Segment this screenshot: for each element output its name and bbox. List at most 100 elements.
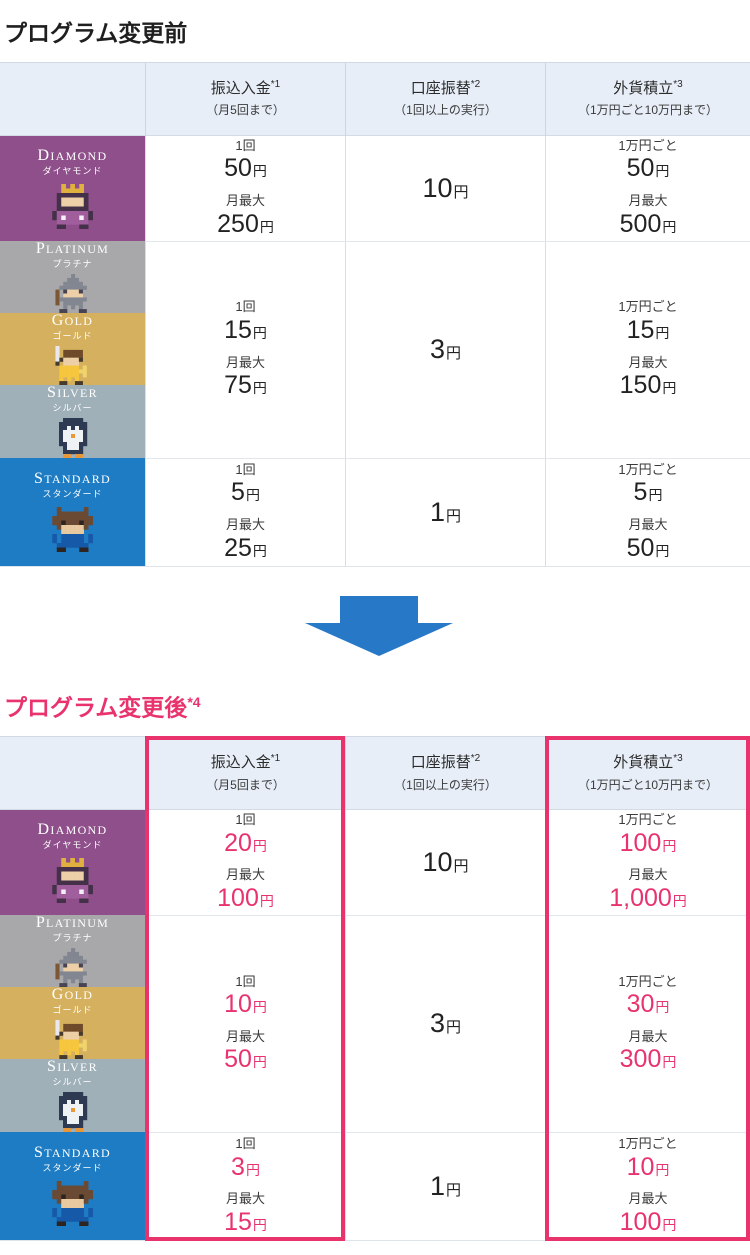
standard-bear-character-icon	[52, 507, 93, 553]
after-standard-debit-cell: 1円	[345, 1131, 545, 1240]
value: 1円	[429, 496, 462, 527]
after-middle-fx-cell: 1万円ごと 30円 月最大 300円	[545, 914, 750, 1132]
header-fx-sub: （1万円ごと10万円まで）	[577, 777, 719, 792]
tier-standard-name-ja: スタンダード	[42, 489, 103, 500]
diamond-king-character-icon	[52, 857, 93, 903]
after-middle-deposit-cell: 1回 10円 月最大 50円	[145, 914, 345, 1132]
value: 500円	[619, 209, 677, 238]
tier-diamond-name-ja: ダイヤモンド	[42, 839, 103, 850]
program-change-infographic: プログラム変更前 振込入金*1 （月5回まで） 口座振替*2 （1回以上の実行）…	[0, 20, 750, 1241]
value: 250円	[217, 209, 274, 238]
tier-diamond-name-ja: ダイヤモンド	[42, 165, 103, 176]
platinum-wizard-character-icon	[54, 947, 87, 987]
tier-diamond-badge: DIAMOND ダイヤモンド	[0, 809, 145, 915]
tier-platinum-name-ja: プラチナ	[52, 258, 93, 269]
diamond-king-character-icon	[52, 183, 93, 229]
value: 150円	[619, 371, 677, 400]
tier-silver-name-ja: シルバー	[52, 1076, 93, 1087]
header-corner-cell	[0, 62, 145, 136]
tier-platinum-name: PLATINUM	[35, 239, 110, 257]
col-header-title: 外貨積立*3	[613, 79, 682, 99]
tier-standard-badge: STANDARD スタンダード	[0, 457, 145, 566]
header-fx-title: 外貨積立	[613, 79, 674, 97]
value: 10円	[626, 1152, 670, 1181]
value: 10円	[422, 172, 469, 203]
before-diamond-debit-cell: 10円	[345, 135, 545, 241]
down-arrow-icon	[305, 595, 453, 656]
before-standard-deposit-cell: 1回 5円 月最大 25円	[145, 457, 345, 566]
tier-silver-badge: SILVER シルバー	[0, 1058, 145, 1132]
tier-standard-badge: STANDARD スタンダード	[0, 1131, 145, 1240]
silver-penguin-character-icon	[58, 417, 87, 458]
header-debit-sub: （1回以上の実行）	[394, 103, 497, 118]
value: 50円	[626, 533, 670, 562]
col-header-title: 口座振替*2	[411, 79, 480, 99]
tier-platinum-name-ja: プラチナ	[52, 932, 93, 943]
header-debit-note: *2	[470, 752, 481, 764]
after-standard-fx-cell: 1万円ごと 10円 月最大 100円	[545, 1131, 750, 1240]
value: 3円	[429, 334, 462, 365]
header-fx-sub: （1万円ごと10万円まで）	[577, 103, 719, 118]
value: 3円	[231, 1152, 260, 1181]
col-header-transfer-deposit: 振込入金*1 （月5回まで）	[145, 736, 345, 810]
after-section-title: プログラム変更後*4	[4, 694, 750, 722]
after-middle-debit-cell: 3円	[345, 914, 545, 1132]
gold-warrior-character-icon	[54, 345, 87, 385]
after-table: 振込入金*1 （月5回まで） 口座振替*2 （1回以上の実行） 外貨積立*3 （…	[0, 735, 750, 1241]
before-table: 振込入金*1 （月5回まで） 口座振替*2 （1回以上の実行） 外貨積立*3 （…	[0, 61, 750, 567]
value: 100円	[619, 1207, 677, 1236]
before-diamond-fx-cell: 1万円ごと 50円 月最大 500円	[545, 135, 750, 241]
col-header-fx-savings: 外貨積立*3 （1万円ごと10万円まで）	[545, 62, 750, 136]
header-fx-title: 外貨積立	[613, 753, 674, 771]
before-middle-deposit-cell: 1回 15円 月最大 75円	[145, 240, 345, 458]
value: 25円	[224, 533, 267, 562]
header-deposit-title: 振込入金	[210, 79, 271, 97]
value: 5円	[633, 478, 663, 507]
value: 15円	[626, 315, 670, 344]
value: 1円	[429, 1170, 462, 1201]
after-standard-deposit-cell: 1回 3円 月最大 15円	[145, 1131, 345, 1240]
after-diamond-fx-cell: 1万円ごと 100円 月最大 1,000円	[545, 809, 750, 915]
tier-silver-name-ja: シルバー	[52, 402, 93, 413]
col-header-transfer-deposit: 振込入金*1 （月5回まで）	[145, 62, 345, 136]
tier-diamond-name: DIAMOND	[37, 146, 108, 164]
col-header-title: 外貨積立*3	[613, 753, 682, 773]
col-header-fx-savings: 外貨積立*3 （1万円ごと10万円まで）	[545, 736, 750, 810]
before-standard-fx-cell: 1万円ごと 5円 月最大 50円	[545, 457, 750, 566]
tier-silver-name: SILVER	[47, 383, 98, 401]
header-deposit-note: *1	[270, 78, 281, 90]
value: 20円	[224, 828, 267, 857]
value: 3円	[429, 1008, 462, 1039]
col-header-account-debit: 口座振替*2 （1回以上の実行）	[345, 736, 545, 810]
value: 100円	[619, 828, 677, 857]
header-deposit-title: 振込入金	[210, 753, 271, 771]
value: 50円	[224, 1045, 267, 1074]
value: 5円	[231, 478, 260, 507]
value: 10円	[422, 846, 469, 877]
value: 50円	[224, 154, 267, 183]
header-deposit-sub: （月5回まで）	[206, 103, 285, 118]
col-header-title: 振込入金*1	[211, 753, 280, 773]
transition-arrow	[8, 595, 750, 656]
header-fx-note: *3	[673, 78, 683, 90]
header-deposit-note: *1	[270, 752, 281, 764]
tier-standard-name-ja: スタンダード	[42, 1163, 103, 1174]
after-title-note: *4	[187, 693, 201, 710]
before-section-title: プログラム変更前	[4, 20, 188, 46]
tier-standard-name: STANDARD	[33, 470, 111, 488]
header-debit-title: 口座振替	[410, 79, 471, 97]
tier-gold-name: GOLD	[51, 311, 94, 329]
header-deposit-sub: （月5回まで）	[206, 777, 285, 792]
tier-platinum-badge: PLATINUM プラチナ	[0, 914, 145, 987]
tier-gold-name: GOLD	[51, 985, 94, 1003]
platinum-wizard-character-icon	[54, 273, 87, 313]
tier-diamond-badge: DIAMOND ダイヤモンド	[0, 135, 145, 241]
tier-gold-name-ja: ゴールド	[52, 1004, 93, 1015]
header-debit-note: *2	[470, 78, 481, 90]
value: 75円	[224, 371, 267, 400]
header-corner-cell	[0, 736, 145, 810]
tier-gold-badge: GOLD ゴールド	[0, 985, 145, 1059]
header-fx-note: *3	[673, 752, 683, 764]
before-standard-debit-cell: 1円	[345, 457, 545, 566]
standard-bear-character-icon	[52, 1181, 93, 1227]
